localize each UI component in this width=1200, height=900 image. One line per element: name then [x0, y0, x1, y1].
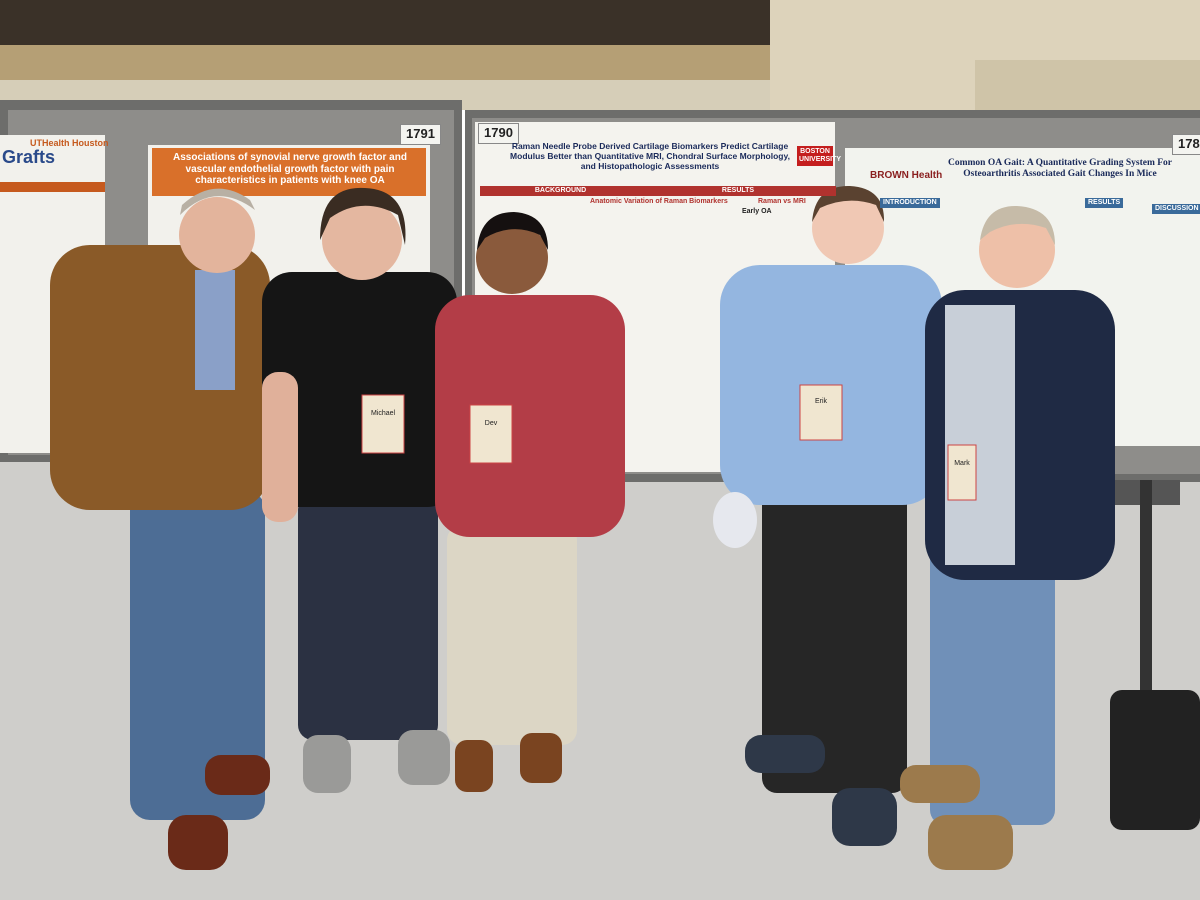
section-heading: INTRODUCTION	[880, 198, 940, 209]
helmet	[713, 492, 757, 548]
shoe	[832, 788, 897, 846]
backpack	[1110, 690, 1200, 830]
section-heading: Anatomic Variation of Raman Biomarkers	[590, 198, 728, 205]
head	[322, 200, 402, 280]
hair	[980, 205, 1055, 245]
shoe	[303, 735, 351, 793]
pants	[447, 525, 577, 745]
shoe	[205, 755, 270, 795]
poster-header	[152, 148, 426, 196]
institution: UTHealth Houston	[30, 138, 109, 148]
institution: BOSTON UNIVERSITY	[797, 146, 841, 167]
section-heading: RESULTS	[640, 186, 836, 197]
badge-name: Dev	[484, 420, 498, 427]
board-leg	[1140, 480, 1152, 740]
shoe	[398, 730, 450, 785]
badge-name: Mark	[954, 460, 970, 467]
poster-band	[0, 182, 105, 192]
shirt	[195, 270, 235, 390]
poster-title: Common OA Gait: A Quantitative Grading S…	[947, 158, 1173, 179]
badge	[799, 384, 843, 441]
jeans	[930, 545, 1055, 825]
shoe	[520, 733, 562, 783]
poster-number: 1790	[478, 123, 519, 144]
badge	[947, 444, 977, 501]
poster-title: Raman Needle Probe Derived Cartilage Bio…	[510, 141, 790, 171]
section-heading: RESULTS	[1085, 198, 1124, 209]
section-heading: Raman vs MRI	[758, 198, 806, 205]
shirt	[262, 272, 457, 507]
badge-name: Erik	[814, 398, 828, 405]
arm	[262, 372, 298, 522]
shoe	[745, 735, 825, 773]
head	[179, 197, 255, 273]
jacket	[50, 245, 270, 510]
head	[476, 222, 548, 294]
badge	[361, 394, 405, 454]
badge	[469, 404, 513, 464]
institution: BROWN Health	[870, 170, 943, 181]
head	[979, 212, 1055, 288]
poster-title: Associations of synovial nerve growth fa…	[173, 152, 407, 186]
wall	[0, 45, 780, 85]
person	[50, 188, 270, 870]
section-heading: DISCUSSION	[1152, 204, 1200, 215]
poster-number: 178	[1172, 134, 1200, 155]
hair	[180, 188, 255, 215]
pants	[762, 488, 907, 793]
hair	[320, 187, 406, 245]
pants	[298, 495, 438, 740]
shirt	[945, 305, 1015, 565]
shoe	[900, 765, 980, 803]
person	[262, 187, 457, 793]
poster-title: Grafts	[2, 147, 56, 167]
hair	[477, 212, 548, 250]
badge-name: Michael	[370, 410, 396, 417]
poster-number: 1791	[400, 124, 441, 145]
shoe	[928, 815, 1013, 870]
jeans	[130, 490, 265, 820]
head	[812, 192, 884, 264]
section-heading: Early OA	[742, 208, 772, 215]
shoe	[455, 740, 493, 792]
person	[900, 205, 1115, 870]
shoe	[168, 815, 228, 870]
person	[713, 185, 942, 846]
person	[435, 212, 625, 792]
section-heading: BACKGROUND	[480, 186, 641, 197]
sweater	[435, 295, 625, 537]
